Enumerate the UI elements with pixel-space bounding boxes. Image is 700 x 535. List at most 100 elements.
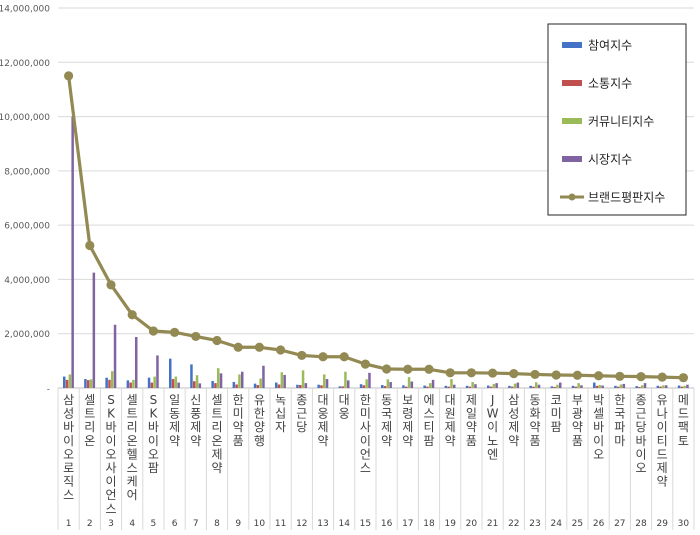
bar-참여지수	[359, 384, 363, 388]
bar-시장지수	[347, 380, 350, 388]
bar-커뮤니티지수	[386, 379, 390, 388]
bar-참여지수	[317, 384, 320, 388]
legend-label: 소통지수	[588, 77, 632, 91]
bar-시장지수	[431, 379, 435, 388]
rank-number: 9	[235, 519, 241, 529]
bar-시장지수	[410, 381, 414, 388]
legend-label: 커뮤니티지수	[588, 115, 654, 129]
point-브랜드평판지수	[106, 280, 116, 290]
bar-참여지수	[614, 385, 617, 388]
rank-number: 7	[193, 519, 199, 529]
bar-소통지수	[447, 386, 450, 388]
bar-커뮤니티지수	[513, 383, 517, 388]
bar-시장지수	[113, 324, 117, 388]
bar-커뮤니티지수	[429, 383, 432, 388]
legend-label: 시장지수	[588, 153, 632, 167]
point-브랜드평판지수	[382, 364, 392, 374]
rank-number: 24	[550, 519, 562, 529]
bar-커뮤니티지수	[153, 376, 156, 388]
y-tick-label: 4,000,000	[4, 276, 50, 286]
bar-커뮤니티지수	[641, 385, 644, 388]
bar-참여지수	[147, 377, 151, 388]
point-브랜드평판지수	[466, 368, 476, 378]
point-브랜드평판지수	[148, 326, 158, 336]
point-브랜드평판지수	[572, 370, 583, 380]
rank-number: 8	[214, 519, 220, 529]
rank-number: 19	[444, 519, 456, 529]
bar-시장지수	[622, 383, 626, 388]
bar-커뮤니티지수	[535, 382, 538, 388]
bar-소통지수	[595, 385, 599, 388]
bar-시장지수	[559, 382, 562, 388]
bar-참여지수	[296, 384, 299, 388]
point-브랜드평판지수	[191, 331, 201, 342]
bar-시장지수	[71, 116, 74, 389]
bar-커뮤니티지수	[598, 385, 602, 388]
bar-참여지수	[232, 382, 236, 388]
rank-number: 27	[614, 519, 625, 529]
bar-커뮤니티지수	[471, 382, 474, 388]
bar-참여지수	[402, 385, 405, 388]
bar-커뮤니티지수	[662, 385, 665, 388]
bar-소통지수	[617, 386, 620, 388]
bar-커뮤니티지수	[238, 374, 241, 388]
bar-참여지수	[105, 377, 108, 388]
bar-소통지수	[489, 386, 493, 388]
point-브랜드평판지수	[297, 350, 307, 361]
y-tick-label: 6,000,000	[4, 222, 50, 232]
bar-커뮤니티지수	[132, 379, 135, 388]
rank-number: 10	[254, 519, 266, 529]
bar-시장지수	[495, 383, 498, 388]
bar-시장지수	[135, 336, 138, 388]
bar-시장지수	[262, 365, 265, 388]
bar-참여지수	[444, 385, 448, 388]
rank-number: 12	[296, 519, 307, 529]
point-브랜드평판지수	[403, 364, 413, 374]
rank-number: 30	[678, 519, 690, 529]
bar-커뮤니티지수	[619, 384, 623, 388]
point-브랜드평판지수	[488, 368, 498, 378]
bar-소통지수	[256, 385, 260, 388]
bar-시장지수	[177, 382, 180, 388]
point-브랜드평판지수	[276, 345, 286, 355]
rank-number: 20	[466, 519, 478, 529]
bar-참여지수	[465, 385, 469, 388]
bar-소통지수	[405, 386, 408, 388]
legend-swatch	[562, 156, 582, 162]
bar-커뮤니티지수	[68, 374, 72, 388]
bar-참여지수	[381, 385, 384, 388]
rank-number: 16	[381, 519, 393, 529]
bar-커뮤니티지수	[195, 375, 199, 388]
bar-커뮤니티지수	[344, 371, 347, 388]
bar-커뮤니티지수	[407, 377, 411, 388]
rank-number: 21	[487, 519, 498, 529]
bar-커뮤니티지수	[323, 374, 326, 388]
bar-커뮤니티지수	[217, 368, 220, 388]
bar-시장지수	[198, 383, 202, 388]
bar-시장지수	[368, 372, 371, 388]
point-브랜드평판지수	[212, 335, 222, 346]
bar-커뮤니티지수	[89, 379, 93, 388]
rank-number: 29	[656, 519, 668, 529]
point-브랜드평판지수	[127, 310, 137, 320]
bar-소통지수	[193, 381, 196, 388]
bar-소통지수	[638, 386, 641, 388]
bar-소통지수	[426, 386, 429, 388]
point-브랜드평판지수	[254, 342, 264, 352]
bar-참여지수	[126, 380, 130, 388]
